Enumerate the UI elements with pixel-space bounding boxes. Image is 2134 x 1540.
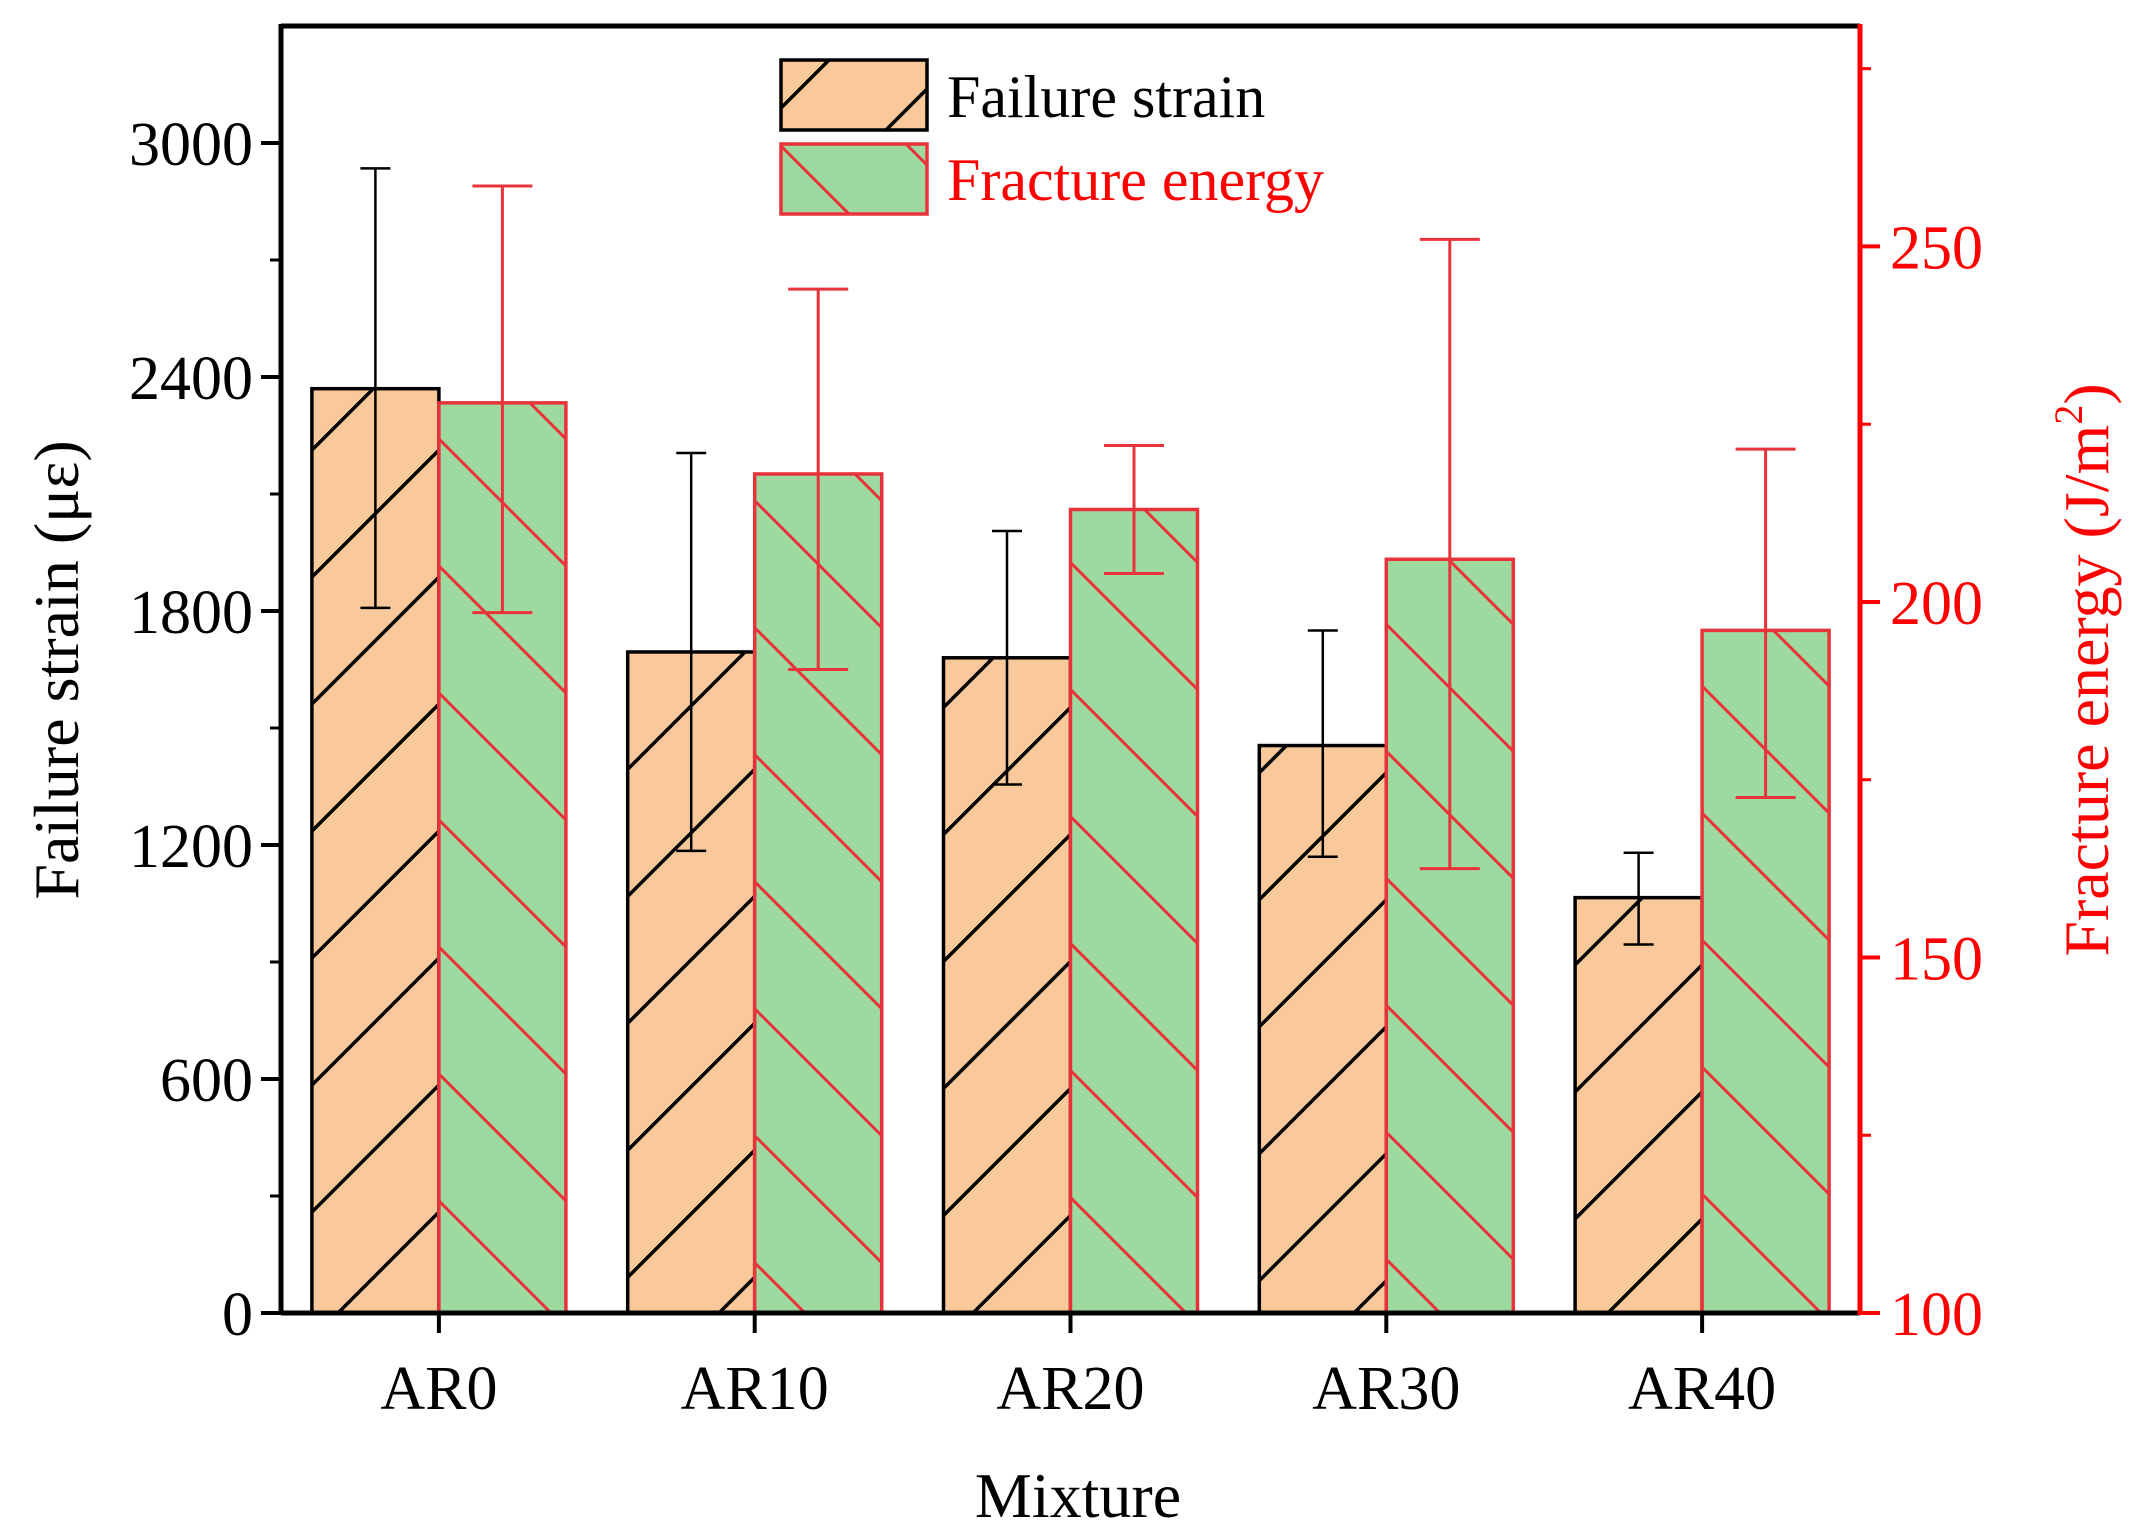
legend: Failure strain Fracture energy bbox=[779, 58, 1324, 216]
x-axis-title: Mixture bbox=[975, 1460, 1181, 1531]
right-tick-label-100: 100 bbox=[1890, 1281, 1983, 1349]
legend-swatch-fracture-energy bbox=[779, 142, 929, 216]
x-axis-ticks: AR0 AR10 AR20 AR30 AR40 bbox=[380, 1313, 1776, 1423]
left-axis-ticks: 0 600 1200 1800 2400 3000 bbox=[129, 111, 281, 1349]
left-tick-label-0: 0 bbox=[222, 1281, 253, 1349]
right-axis-title-main: Fracture energy (J/m bbox=[2051, 425, 2122, 957]
left-tick-label-1200: 1200 bbox=[129, 813, 253, 881]
right-axis-ticks: 100 150 200 250 bbox=[1860, 67, 1983, 1349]
x-tick-label-ar10: AR10 bbox=[681, 1355, 829, 1423]
right-tick-label-250: 250 bbox=[1890, 214, 1983, 282]
left-tick-label-600: 600 bbox=[160, 1047, 253, 1115]
left-axis-title: Failure strain (με) bbox=[21, 440, 92, 899]
legend-label-failure-strain: Failure strain bbox=[947, 64, 1265, 130]
x-tick-label-ar30: AR30 bbox=[1312, 1355, 1460, 1423]
right-axis-title-close: ) bbox=[2051, 383, 2122, 404]
bars-group bbox=[310, 386, 1831, 1313]
bar-failure-strain-ar40 bbox=[1573, 895, 1704, 1313]
x-tick-label-ar20: AR20 bbox=[996, 1355, 1144, 1423]
x-tick-label-ar0: AR0 bbox=[380, 1355, 497, 1423]
left-tick-label-2400: 2400 bbox=[129, 345, 253, 413]
x-tick-label-ar40: AR40 bbox=[1628, 1355, 1776, 1423]
left-tick-label-3000: 3000 bbox=[129, 111, 253, 179]
errorbars-group bbox=[360, 167, 1796, 946]
legend-label-fracture-energy: Fracture energy bbox=[947, 147, 1324, 213]
bar-fracture-energy-ar20 bbox=[1068, 507, 1200, 1313]
left-tick-label-1800: 1800 bbox=[129, 579, 253, 647]
right-axis-title-sup: 2 bbox=[2046, 405, 2091, 425]
right-axis-title: Fracture energy (J/m2) bbox=[2046, 383, 2122, 956]
right-tick-label-150: 150 bbox=[1890, 925, 1983, 993]
right-tick-label-200: 200 bbox=[1890, 570, 1983, 638]
legend-swatch-failure-strain bbox=[779, 58, 929, 132]
